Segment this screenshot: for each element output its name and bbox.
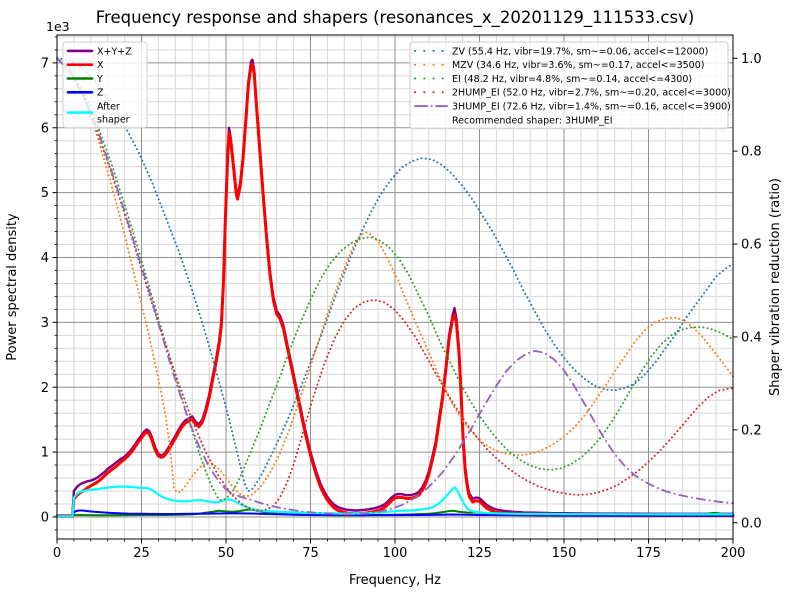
series-2hump-ei [56, 57, 734, 512]
y-left-axis-label: Power spectral density [5, 213, 20, 361]
y-right-tick-label: 0.4 [741, 331, 762, 346]
legend-frame [409, 41, 729, 130]
psd-legend: X+Y+Z XYZ After shaper [62, 41, 148, 129]
y-left-tick-label: 6 [41, 121, 49, 136]
y-right-tick-label: 0.6 [741, 238, 762, 253]
series-zv [56, 57, 734, 493]
legend-label: X [97, 60, 104, 71]
legend-label: X+Y+Z [97, 46, 132, 57]
y-right-tick-label: 1.0 [741, 52, 762, 67]
y-left-tick-label: 3 [41, 316, 49, 331]
y-left-tick-label: 1 [41, 446, 49, 461]
legend-label: shaper [97, 115, 130, 126]
series-mzv [56, 57, 734, 498]
series-x [55, 62, 735, 518]
y-right-tick-label: 0.0 [741, 516, 762, 531]
legend-label: MZV (34.6 Hz, vibr=3.6%, sm~=0.17, accel… [452, 60, 704, 71]
y-left-tick-label: 4 [41, 251, 49, 266]
legend-label: 3HUMP_EI (72.6 Hz, vibr=1.4%, sm~=0.16, … [452, 102, 731, 113]
x-tick-label: 25 [133, 546, 150, 561]
y-right-axis-label: Shaper vibration reduction (ratio) [768, 178, 783, 396]
y-left-offset-text: 1e3 [46, 19, 70, 34]
legend-footer: Recommended shaper: 3HUMP_EI [452, 115, 613, 126]
legend-label: Z [97, 88, 104, 99]
x-tick-label: 50 [218, 546, 235, 561]
x-tick-label: 75 [302, 546, 319, 561]
x-tick-label: 0 [53, 546, 61, 561]
legend-label: ZV (55.4 Hz, vibr=19.7%, sm~=0.06, accel… [452, 46, 708, 57]
x-tick-label: 200 [721, 546, 746, 561]
x-tick-label: 100 [383, 546, 408, 561]
x-axis-label: Frequency, Hz [349, 573, 441, 588]
y-left-tick-label: 5 [41, 186, 49, 201]
y-left-tick-label: 7 [41, 56, 49, 71]
y-right-tick-label: 0.2 [741, 423, 762, 438]
series-z [56, 509, 734, 518]
series-after-shaper [55, 485, 735, 518]
y-right-tick-label: 0.8 [741, 145, 762, 160]
y-left-tick-label: 0 [41, 511, 49, 526]
x-tick-label: 125 [467, 546, 492, 561]
legend-label: After [97, 101, 120, 112]
x-tick-label: 175 [636, 546, 661, 561]
x-tick-label: 150 [552, 546, 577, 561]
axis-ticks: 0 25 50 75 100 125 150 175 200 0 1 2 3 4 5 6 7 0.0 0.2 0.4 0… [41, 36, 762, 561]
shaper-legend: ZV (55.4 Hz, vibr=19.7%, sm~=0.06, accel… [409, 41, 731, 130]
series-ei [56, 57, 734, 502]
legend-label: 2HUMP_EI (52.0 Hz, vibr=2.7%, sm~=0.20, … [452, 88, 731, 99]
legend-label: EI (48.2 Hz, vibr=4.8%, sm~=0.14, accel<… [452, 74, 692, 85]
series-3hump-ei [56, 57, 734, 516]
y-left-tick-label: 2 [41, 381, 49, 396]
data-curves [55, 57, 735, 518]
chart-title: Frequency response and shapers (resonanc… [96, 8, 695, 28]
legend-label: Y [96, 74, 103, 85]
